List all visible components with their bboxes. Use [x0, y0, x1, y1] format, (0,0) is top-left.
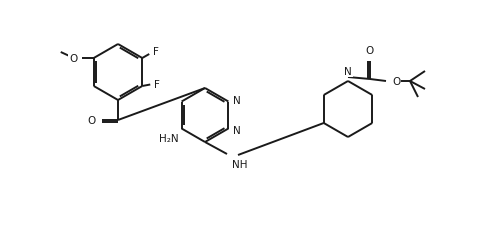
Text: O: O	[392, 77, 400, 87]
Text: O: O	[366, 46, 374, 56]
Text: H₂N: H₂N	[159, 134, 179, 144]
Text: O: O	[88, 116, 96, 126]
Text: F: F	[153, 47, 159, 57]
Text: NH: NH	[232, 159, 247, 169]
Text: N: N	[233, 95, 241, 105]
Text: N: N	[344, 67, 352, 77]
Text: N: N	[233, 126, 241, 136]
Text: F: F	[154, 80, 160, 90]
Text: O: O	[69, 54, 78, 64]
